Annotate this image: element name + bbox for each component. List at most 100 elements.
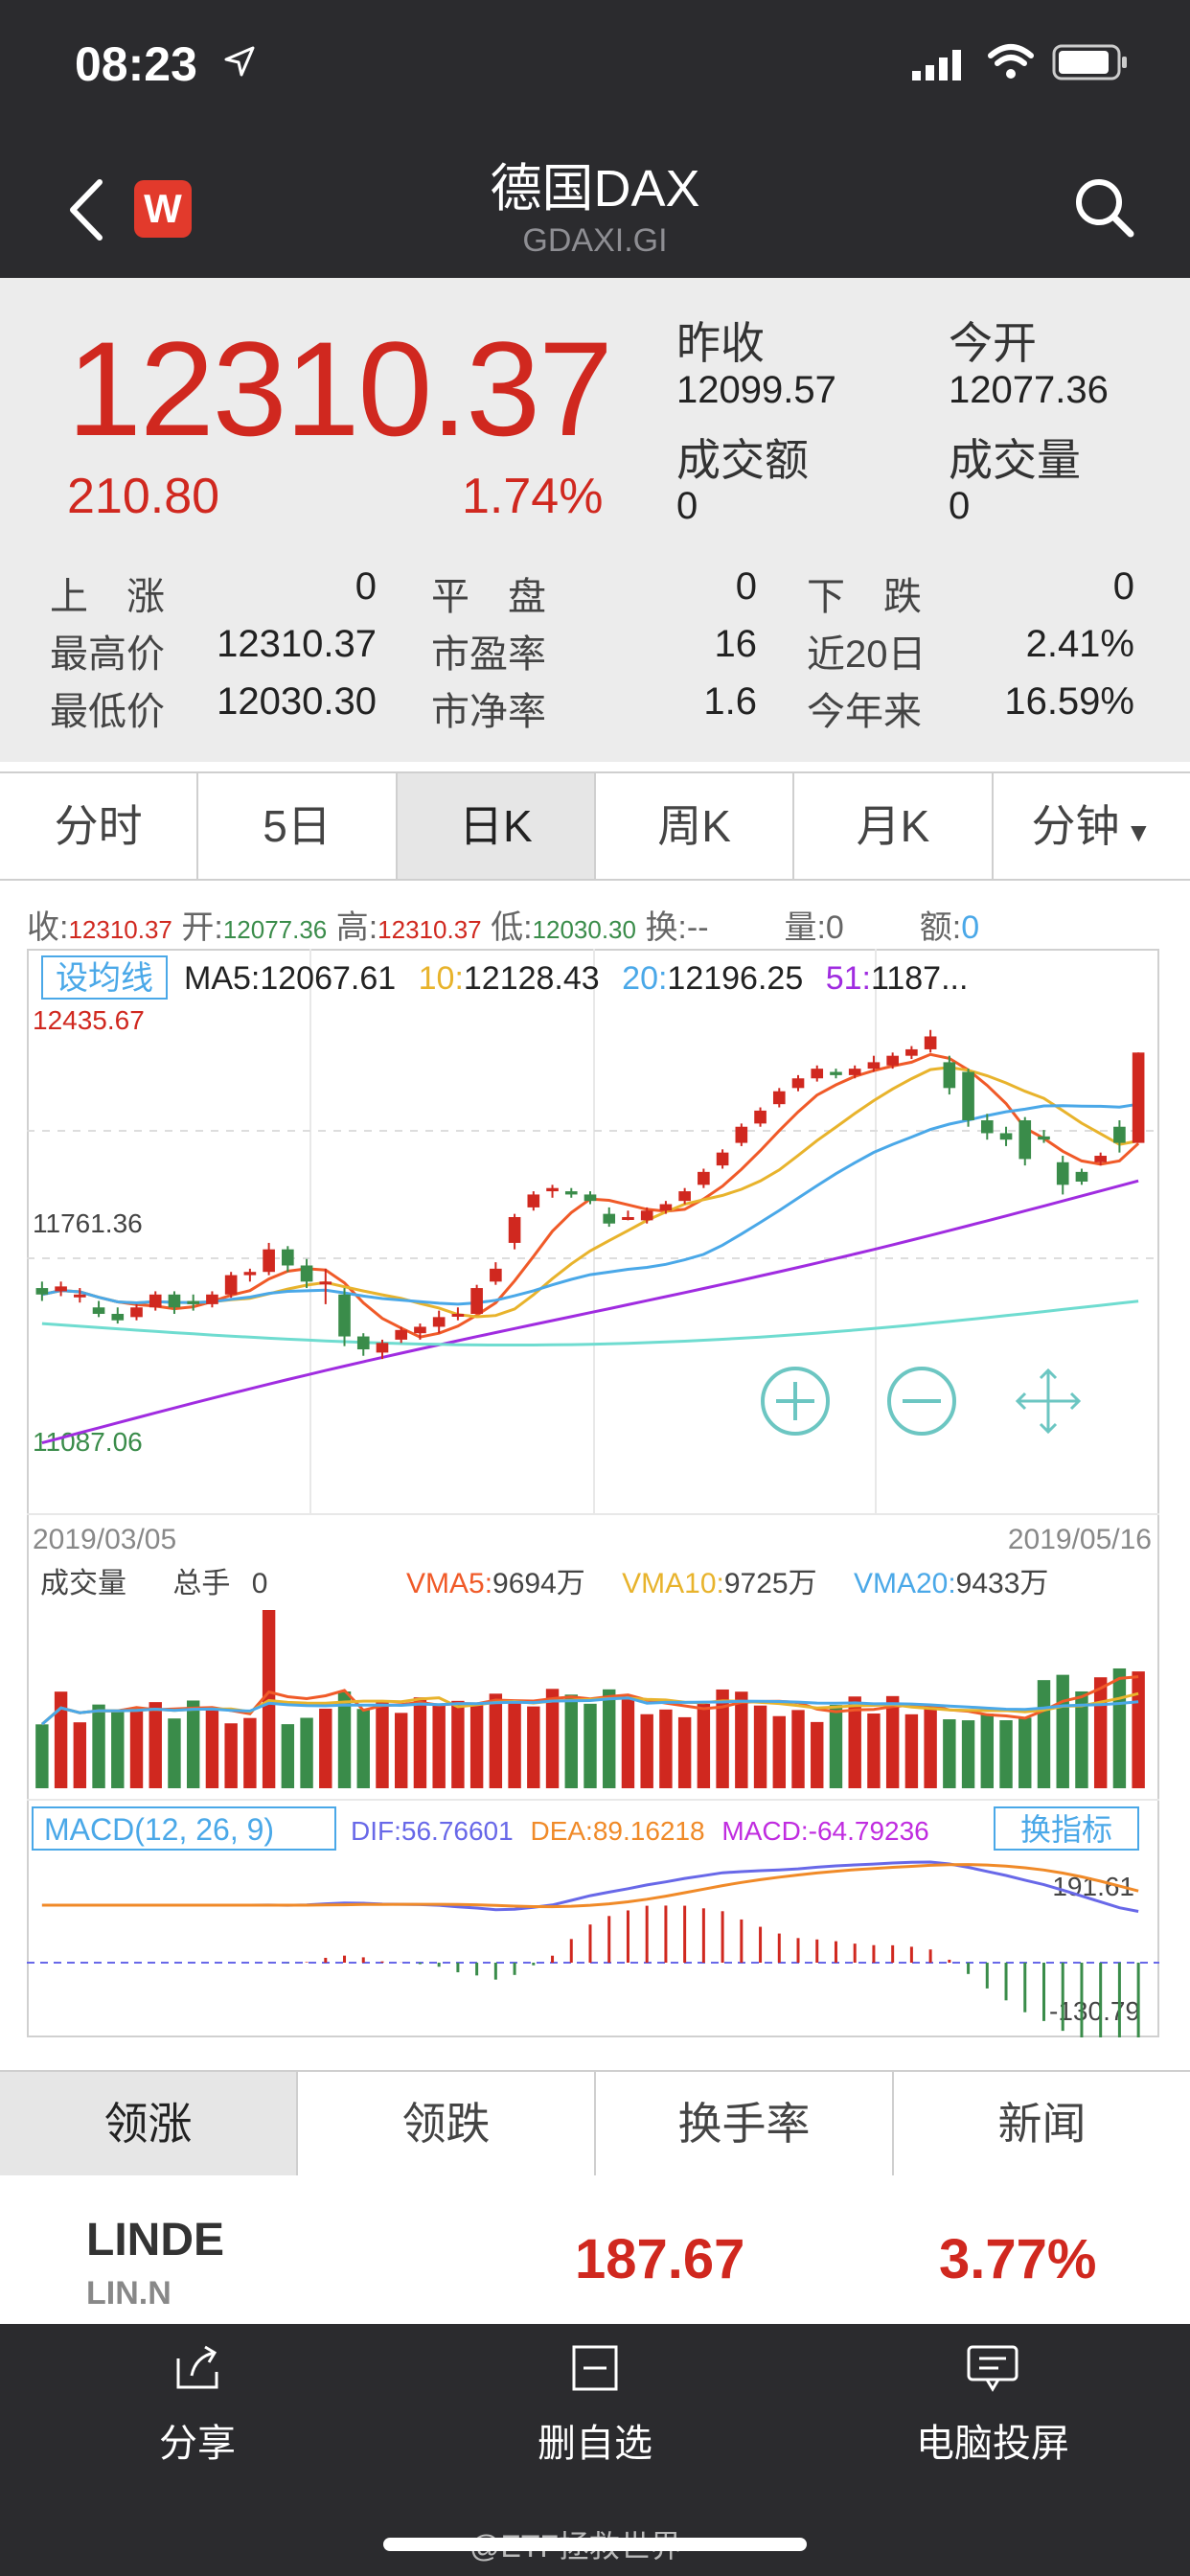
ma10-name: 10: (419, 960, 464, 997)
candle-body (1018, 1120, 1032, 1160)
macd-legend: DIF:56.76601 DEA:89.16218 MACD:-64.79236 (351, 1816, 929, 1846)
open-label: 今开 (949, 318, 1037, 368)
volume-bar (1056, 1674, 1069, 1788)
volume-bar (621, 1698, 635, 1788)
candle-body (35, 1288, 49, 1295)
volume-bar (413, 1697, 427, 1788)
tab-turnover-rate[interactable]: 换手率 (596, 2072, 894, 2175)
stock-change-percent: 3.77% (939, 2228, 1097, 2290)
dea-label: DEA: (530, 1816, 592, 1846)
back-icon[interactable] (65, 178, 107, 242)
tab-news[interactable]: 新闻 (997, 2099, 1087, 2149)
candle-body (962, 1071, 974, 1121)
candle-body (999, 1133, 1013, 1140)
date-start: 2019/03/05 (33, 1524, 176, 1555)
cast-button[interactable]: 电脑投屏 (849, 2343, 1136, 2468)
price-change: 210.80 (67, 469, 220, 524)
list-item[interactable] (0, 2175, 1190, 2324)
dea-line (41, 1863, 1139, 1909)
candle-body (905, 1048, 918, 1056)
macd-min: -130.79 (1049, 1996, 1140, 2026)
tab-daily-k[interactable]: 日K (397, 773, 596, 879)
volume-bar (735, 1691, 748, 1788)
candle-body (980, 1120, 994, 1134)
share-button[interactable]: 分享 (54, 2343, 341, 2468)
tab-intraday[interactable]: 分时 (0, 773, 199, 879)
tab-5day[interactable]: 5日 (198, 773, 398, 879)
remove-icon (572, 2345, 618, 2391)
wifi-icon (988, 44, 1034, 79)
kline-chart[interactable]: 设均线 MA5:12067.61 10:12128.43 20:12196.25… (27, 949, 1159, 2037)
candle-body (92, 1307, 105, 1314)
candle-body (490, 1268, 502, 1282)
zoom-in-icon[interactable] (761, 1367, 830, 1436)
vma20-value: 9433万 (956, 1568, 1049, 1599)
macd-lines (41, 1860, 1139, 1913)
stat-value-advance: 0 (355, 565, 377, 608)
volume-bar (791, 1710, 805, 1788)
tab-weekly-k[interactable]: 周K (595, 773, 795, 879)
candle-body (867, 1062, 881, 1070)
tab-top-gainers[interactable]: 领涨 (0, 2072, 298, 2175)
stat-value-20d: 2.41% (1025, 623, 1134, 665)
stat-value-pb: 1.6 (703, 680, 757, 723)
volume-bar (1132, 1671, 1145, 1788)
volume-bar (469, 1703, 484, 1788)
top-bar (0, 0, 1190, 278)
swap-value: -- (686, 909, 709, 946)
turnover-label: 成交额 (676, 435, 809, 485)
tab-top-losers[interactable]: 领跌 (298, 2072, 596, 2175)
search-icon[interactable] (1073, 176, 1136, 240)
volume-bar (451, 1700, 465, 1788)
candle-body (924, 1036, 937, 1049)
volume-bar (489, 1693, 503, 1788)
stat-value-high: 12310.37 (217, 623, 377, 665)
candle-body (356, 1336, 370, 1350)
candle-body (149, 1294, 162, 1308)
stat-value-flat: 0 (735, 565, 757, 608)
tab-monthly-k[interactable]: 月K (794, 773, 994, 879)
volume-value: 0 (949, 485, 971, 527)
volume-bar (111, 1711, 125, 1788)
cast-label: 电脑投屏 (916, 2423, 1069, 2465)
candle-body (527, 1194, 540, 1208)
fullscreen-icon[interactable] (1015, 1368, 1082, 1435)
swap-label: 换: (645, 909, 687, 946)
candle-body (659, 1204, 673, 1211)
battery-icon (1052, 44, 1127, 80)
ma51-name: 51: (826, 960, 871, 997)
period-tabs: 分时 5日 日K 周K 月K 分钟 ▼ (0, 771, 1190, 881)
amt-label: 额: (919, 909, 962, 946)
candle-body (1094, 1156, 1107, 1162)
low-label: 低: (491, 909, 533, 946)
volume-bar (1093, 1677, 1108, 1788)
volume-bar (753, 1705, 767, 1788)
ma20-value: 12196.25 (667, 960, 803, 997)
ma51-value: 1187... (871, 960, 968, 997)
volume-bar (186, 1700, 200, 1788)
qty-label: 量: (784, 909, 826, 946)
price-label-top: 12435.67 (33, 1005, 145, 1035)
volume-bar (961, 1720, 975, 1788)
date-end: 2019/05/16 (1008, 1524, 1152, 1555)
candle-body (1113, 1126, 1126, 1143)
macd-button[interactable] (32, 1806, 336, 1851)
candle-body (716, 1152, 729, 1166)
candle-body (1056, 1162, 1069, 1185)
stock-price: 187.67 (575, 2228, 745, 2290)
tab-minute[interactable]: 分钟 ▼ (993, 773, 1190, 879)
candle-body (1075, 1171, 1088, 1182)
candle-body (622, 1216, 634, 1220)
volume-bar (999, 1720, 1013, 1788)
home-indicator[interactable] (383, 2538, 807, 2551)
stat-label-advance: 上 涨 (50, 576, 165, 618)
set-ma-button[interactable] (41, 955, 168, 1000)
volume-bar (564, 1694, 578, 1788)
zoom-out-icon[interactable] (887, 1367, 956, 1436)
candle-body (376, 1343, 389, 1353)
switch-indicator-button[interactable] (994, 1806, 1139, 1851)
volume-bar (300, 1717, 313, 1788)
set-ma-button-label: 设均线 (56, 960, 153, 997)
remove-watchlist-button[interactable]: 删自选 (451, 2343, 739, 2468)
dropdown-caret-icon: ▼ (1125, 817, 1153, 847)
